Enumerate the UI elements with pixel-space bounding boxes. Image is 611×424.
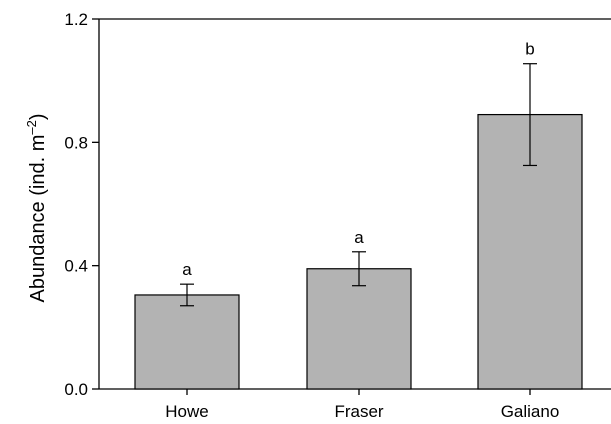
significance-label-fraser: a [354, 228, 364, 247]
y-axis-title-superscript: –2 [24, 120, 39, 134]
y-tick-label: 1.2 [64, 10, 88, 29]
y-tick-label: 0.8 [64, 133, 88, 152]
bar-howe [134, 294, 240, 390]
y-ticks: 0.0 0.4 0.8 1.2 [64, 10, 99, 399]
error-bar-howe [180, 283, 194, 307]
y-axis-title-suffix: ) [27, 113, 49, 120]
error-bar-fraser [352, 251, 366, 287]
significance-label-galiano: b [525, 40, 534, 59]
y-tick-label: 0.4 [64, 257, 88, 276]
bars [134, 113, 583, 390]
error-bar-galiano [523, 63, 537, 167]
x-tick-label-howe: Howe [165, 402, 208, 421]
y-axis-title: Abundance (ind. m–2) [24, 113, 49, 302]
bar-fraser [306, 268, 412, 390]
significance-label-howe: a [182, 260, 192, 279]
x-tick-label-fraser: Fraser [334, 402, 383, 421]
x-tick-label-galiano: Galiano [501, 402, 560, 421]
category-labels: a Howe a Fraser b Galiano [165, 40, 559, 421]
error-bars [180, 63, 537, 307]
y-tick-label: 0.0 [64, 380, 88, 399]
